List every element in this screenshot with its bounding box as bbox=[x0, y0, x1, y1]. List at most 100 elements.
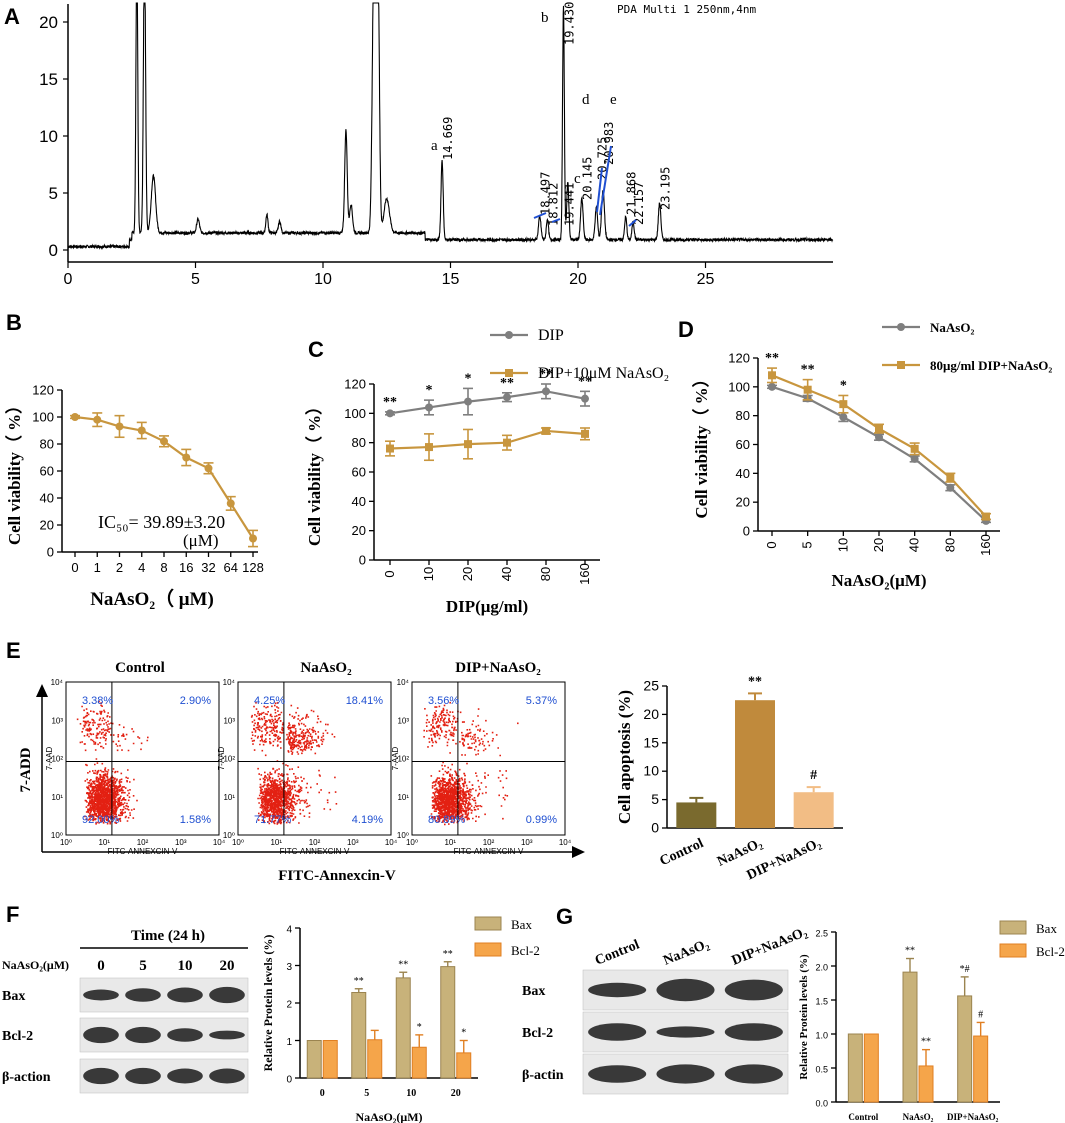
significance-marker: * bbox=[840, 378, 847, 393]
blot-time-label: Time (24 h) bbox=[131, 928, 205, 944]
blot-band bbox=[167, 987, 203, 1003]
quadrant-ll: 92.00% bbox=[82, 814, 120, 826]
x-tick-label: 0 bbox=[382, 570, 397, 577]
data-point bbox=[115, 422, 124, 431]
y-tick-label: 1.5 bbox=[815, 997, 828, 1007]
log-tick-x: 10⁰ bbox=[406, 838, 418, 847]
bar bbox=[735, 700, 775, 828]
panel-b: B 0 20 40 60 80 100 120 0 1 2 4 8 16 32 64 128 Cell viab… bbox=[4, 310, 264, 610]
data-point bbox=[875, 424, 883, 433]
panel-g-letter: G bbox=[556, 904, 573, 929]
y-tick-label: 120 bbox=[344, 377, 366, 392]
y-tick-label: 100 bbox=[344, 406, 366, 421]
y-tick-label: 1.0 bbox=[815, 1031, 828, 1041]
series-line-1 bbox=[771, 385, 987, 522]
y-axis-label: Cell apoptosis (%) bbox=[615, 690, 634, 824]
y-tick-label: 0 bbox=[359, 553, 366, 568]
legend-swatch bbox=[474, 916, 502, 931]
y-tick-label: 80 bbox=[40, 437, 54, 452]
flow-title-dip: DIP+NaAsO₂ bbox=[455, 660, 541, 676]
blot-band bbox=[209, 1030, 245, 1040]
log-tick-x: 10¹ bbox=[444, 838, 456, 847]
y-tick-label: 2.0 bbox=[815, 963, 828, 973]
y-tick-label: 2.5 bbox=[815, 929, 828, 939]
log-tick-x: 10¹ bbox=[98, 838, 110, 847]
peak-letter-e: e bbox=[610, 92, 617, 108]
flow-x-axis-name: FITC-ANNEXCIN-V bbox=[108, 847, 178, 856]
data-point bbox=[464, 440, 472, 449]
significance-marker: * bbox=[417, 1022, 422, 1033]
peak-label: 14.669 bbox=[441, 117, 455, 160]
y-tick-label: 60 bbox=[736, 437, 750, 452]
legend-swatch bbox=[999, 943, 1027, 958]
blot-band bbox=[83, 989, 119, 1001]
x-tick-label: 25 bbox=[697, 271, 715, 288]
marker bbox=[628, 219, 637, 227]
x-tick-label: 1 bbox=[94, 560, 101, 575]
x-tick-label: 40 bbox=[499, 567, 514, 581]
quadrant-ul: 3.38% bbox=[82, 695, 113, 707]
data-point bbox=[581, 394, 589, 403]
peak-letter-c: c bbox=[574, 171, 581, 187]
log-tick-x: 10¹ bbox=[270, 838, 282, 847]
significance-marker: ** bbox=[801, 363, 815, 378]
panel-g: G Control NaAsO₂ DIP+NaAsO₂ Bax Bcl-2 β-actin… bbox=[522, 904, 1065, 1122]
peak-label: 19.441 bbox=[563, 183, 577, 226]
data-point bbox=[93, 415, 102, 424]
significance-marker: ** bbox=[443, 949, 453, 960]
quadrant-ll: 71.77% bbox=[254, 814, 292, 826]
data-point bbox=[542, 426, 550, 435]
significance-marker: ** bbox=[921, 1037, 931, 1048]
category-label: DIP+NaAsO₂ bbox=[947, 1112, 999, 1122]
flow-y-label: 7-ADD bbox=[18, 747, 34, 792]
flow-title-control: Control bbox=[115, 660, 165, 676]
chart-b: 0 20 40 60 80 100 120 0 1 2 4 8 16 32 64 128 Cell viabil… bbox=[4, 383, 264, 611]
x-arrow-head bbox=[572, 846, 585, 858]
blot-band bbox=[83, 1067, 119, 1085]
log-tick-x: 10⁴ bbox=[213, 838, 226, 847]
y-tick-label: 15 bbox=[39, 70, 58, 89]
x-tick-label: 160 bbox=[978, 534, 993, 556]
y-tick-label: 40 bbox=[40, 491, 54, 506]
log-tick-x: 10³ bbox=[347, 838, 359, 847]
peak-label: 22.157 bbox=[632, 182, 646, 225]
legend-label: DIP+10μM NaAsO₂ bbox=[538, 365, 669, 382]
data-point bbox=[503, 393, 511, 402]
bar bbox=[793, 792, 834, 828]
bar-Bax bbox=[847, 1033, 863, 1103]
conc-label: NaAsO₂(μM) bbox=[2, 958, 69, 972]
log-tick-y: 10⁰ bbox=[397, 831, 409, 840]
y-axis-label: Cell viability（ %） bbox=[4, 397, 24, 545]
bar-Bax bbox=[395, 977, 411, 1079]
data-point bbox=[581, 429, 589, 438]
quadrant-ul: 4.25% bbox=[254, 695, 285, 707]
y-tick-label: 15 bbox=[643, 734, 659, 750]
y-tick-label: 100 bbox=[728, 379, 750, 394]
significance-marker: ** bbox=[354, 976, 364, 987]
x-tick-label: 8 bbox=[160, 560, 167, 575]
significance-marker: * bbox=[465, 371, 472, 386]
peak-label: 18.812 bbox=[547, 183, 561, 226]
data-point bbox=[182, 453, 191, 462]
marker bbox=[596, 167, 603, 213]
data-point bbox=[71, 413, 79, 421]
panel-e: E 7-ADD FITC-Annexcin-V Control NaAsO₂ D… bbox=[6, 638, 843, 884]
flow-x-axis-name: FITC-ANNEXCIN-V bbox=[454, 847, 524, 856]
peak-letter-b: b bbox=[541, 10, 549, 26]
peak-letter-a: a bbox=[431, 138, 438, 154]
significance-marker: ** bbox=[500, 376, 514, 391]
data-point bbox=[425, 443, 433, 452]
significance-marker: ** bbox=[383, 395, 397, 410]
legend-marker bbox=[505, 369, 513, 377]
log-tick-x: 10⁰ bbox=[60, 838, 72, 847]
data-point bbox=[542, 387, 550, 396]
peak-label: 21.868 bbox=[625, 172, 639, 215]
log-tick-x: 10³ bbox=[521, 838, 533, 847]
chromatogram-trace bbox=[67, 2, 834, 251]
x-axis-label: NaAsO₂(μM) bbox=[832, 571, 927, 590]
blot-row-label: Bax bbox=[522, 984, 545, 999]
